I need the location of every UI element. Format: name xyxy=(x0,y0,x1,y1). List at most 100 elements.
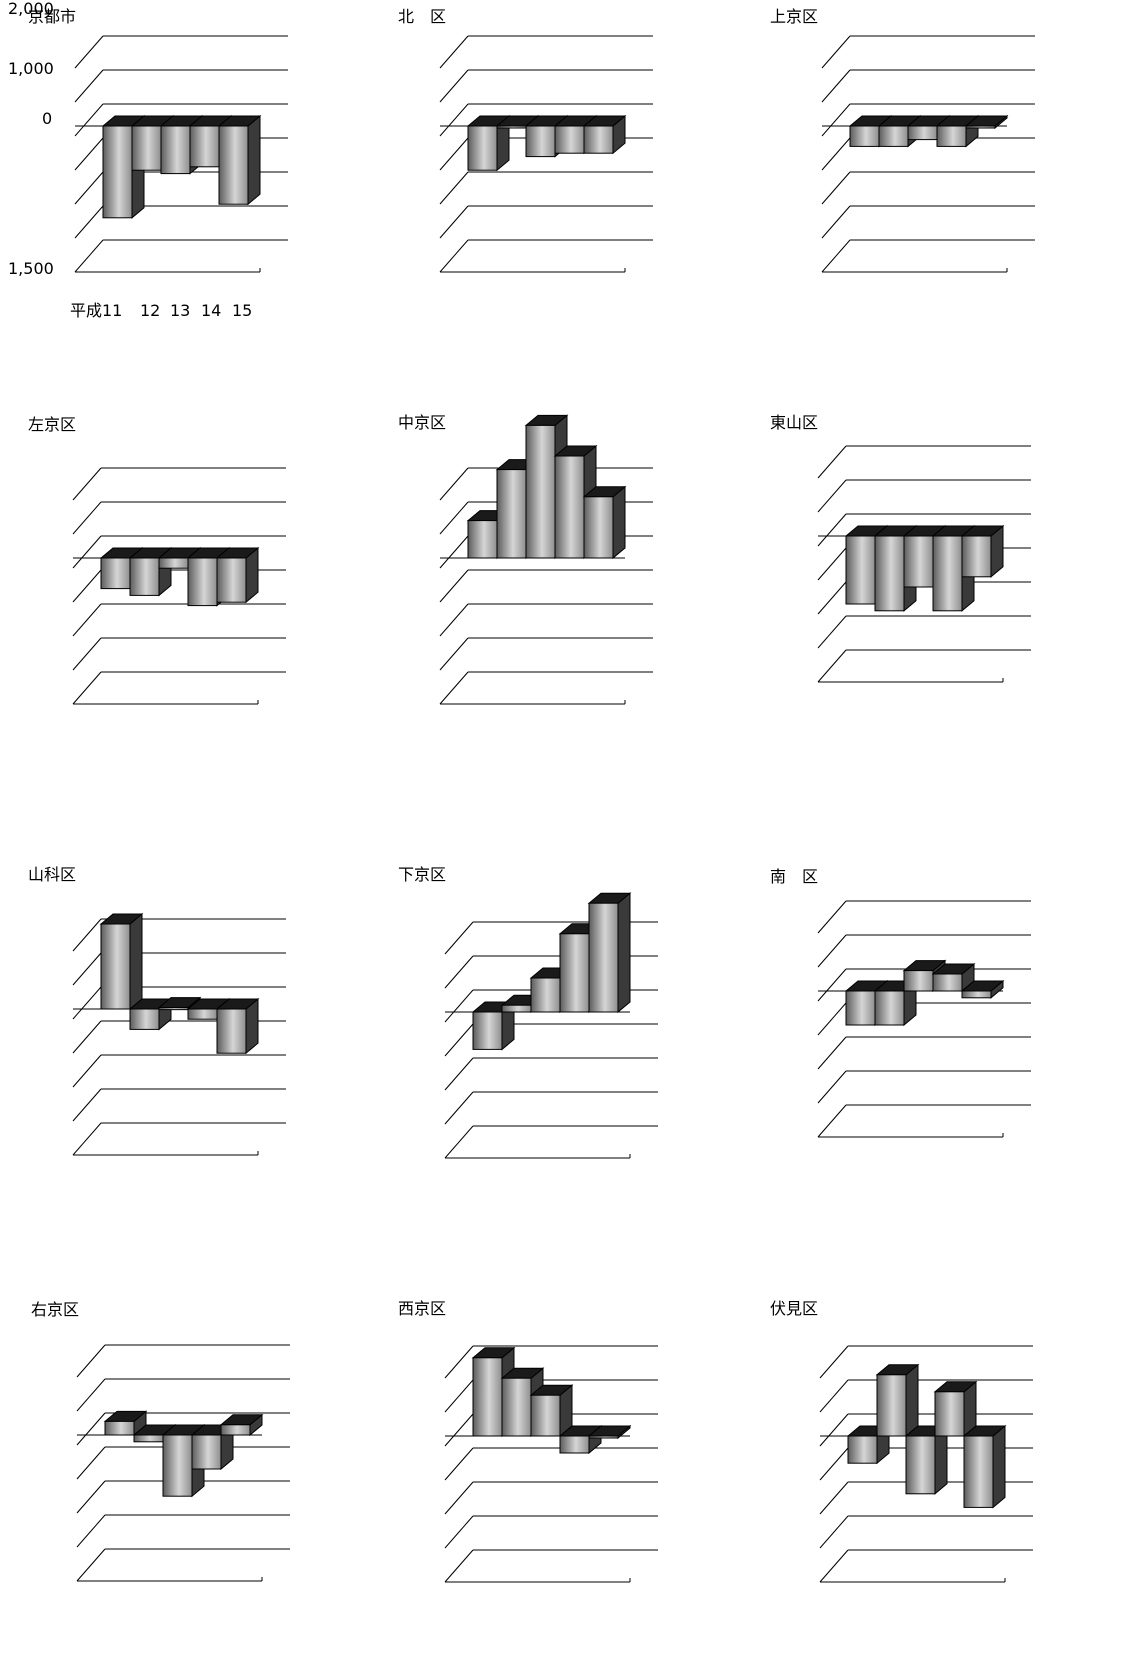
gridline-depth xyxy=(76,1378,106,1412)
gridline-depth xyxy=(817,968,847,1002)
gridline-depth xyxy=(444,1125,474,1159)
bar xyxy=(501,1004,532,1013)
chart-title: 南 区 xyxy=(770,867,818,886)
gridline-depth xyxy=(819,1447,849,1481)
bar xyxy=(133,1434,164,1443)
gridline-depth xyxy=(821,69,851,103)
bar xyxy=(936,125,967,147)
bar xyxy=(160,125,191,175)
bar-side xyxy=(992,1424,1006,1509)
gridline-depth xyxy=(444,1057,474,1091)
chart-title: 東山区 xyxy=(770,413,818,432)
bar xyxy=(878,125,909,147)
gridline-depth xyxy=(439,171,469,205)
chart-title: 左京区 xyxy=(28,415,76,434)
gridline-depth xyxy=(74,137,104,171)
bar xyxy=(100,923,131,1010)
gridline-depth xyxy=(817,479,847,513)
bar xyxy=(961,990,992,999)
gridline-depth xyxy=(819,1481,849,1515)
chart-title: 伏見区 xyxy=(770,1299,818,1318)
gridline-depth xyxy=(819,1549,849,1583)
gridline-depth xyxy=(76,1446,106,1480)
y-tick-label: 1,500 xyxy=(8,259,54,278)
bar xyxy=(216,1008,247,1054)
bar xyxy=(129,1008,160,1030)
bar xyxy=(847,1435,878,1464)
bar-side xyxy=(612,485,626,560)
gridline-depth xyxy=(817,547,847,581)
bar xyxy=(934,1391,965,1437)
gridline-depth xyxy=(821,103,851,137)
chart-title: 下京区 xyxy=(398,865,446,884)
gridline-depth xyxy=(444,1379,474,1413)
gridline-depth xyxy=(72,918,102,952)
x-tick-label: 12 xyxy=(140,301,160,320)
gridline-depth xyxy=(72,1122,102,1156)
gridline-depth xyxy=(72,952,102,986)
bar-side xyxy=(905,1363,919,1438)
gridline-depth xyxy=(72,535,102,569)
gridline-depth xyxy=(439,103,469,137)
gridline-depth xyxy=(439,205,469,239)
gridline-depth xyxy=(444,1481,474,1515)
bar xyxy=(903,970,934,992)
x-tick-label: 15 xyxy=(232,301,252,320)
gridline-depth xyxy=(821,35,851,69)
gridline-depth xyxy=(817,1002,847,1036)
gridline-depth xyxy=(821,137,851,171)
chart-title: 西京区 xyxy=(398,1299,446,1318)
bar xyxy=(903,535,934,588)
gridline-depth xyxy=(444,1023,474,1057)
bar xyxy=(588,1435,619,1439)
gridline-depth xyxy=(817,581,847,615)
gridline-depth xyxy=(439,501,469,535)
gridline-depth xyxy=(72,986,102,1020)
bar xyxy=(472,1011,503,1050)
gridline-depth xyxy=(74,35,104,69)
gridline-depth xyxy=(819,1515,849,1549)
gridline-depth xyxy=(74,171,104,205)
gridline-depth xyxy=(76,1412,106,1446)
gridline-depth xyxy=(72,1054,102,1088)
bar xyxy=(876,1374,907,1437)
bar-side xyxy=(129,912,143,1011)
gridline-depth xyxy=(72,637,102,671)
x-tick-label: 平成11 xyxy=(70,301,122,320)
bar xyxy=(467,125,498,171)
gridline-depth xyxy=(439,671,469,705)
bar xyxy=(932,973,963,992)
x-tick-label: 14 xyxy=(201,301,221,320)
bar xyxy=(583,496,614,559)
bar xyxy=(525,424,556,559)
bar xyxy=(162,1434,193,1497)
bar xyxy=(554,125,585,154)
gridline-depth xyxy=(76,1480,106,1514)
bar xyxy=(530,977,561,1013)
gridline-depth xyxy=(817,1070,847,1104)
gridline-depth xyxy=(76,1344,106,1378)
bar xyxy=(525,125,556,158)
gridline-depth xyxy=(819,1345,849,1379)
bar xyxy=(845,990,876,1026)
bar xyxy=(187,1008,218,1020)
gridline-depth xyxy=(439,637,469,671)
bar xyxy=(496,125,527,129)
bar-side xyxy=(617,892,631,1014)
bar xyxy=(907,125,938,141)
gridline-depth xyxy=(74,239,104,273)
gridline-depth xyxy=(439,603,469,637)
gridline-depth xyxy=(72,603,102,637)
bar xyxy=(467,520,498,559)
gridline-depth xyxy=(817,649,847,683)
chart-title: 京都市 xyxy=(28,7,76,26)
gridline-depth xyxy=(444,1413,474,1447)
gridline-depth xyxy=(439,137,469,171)
gridline-depth xyxy=(444,989,474,1023)
bar xyxy=(216,557,247,603)
gridline-depth xyxy=(817,1036,847,1070)
gridline-depth xyxy=(439,535,469,569)
chart-title: 中京区 xyxy=(398,413,446,432)
gridline-depth xyxy=(439,239,469,273)
